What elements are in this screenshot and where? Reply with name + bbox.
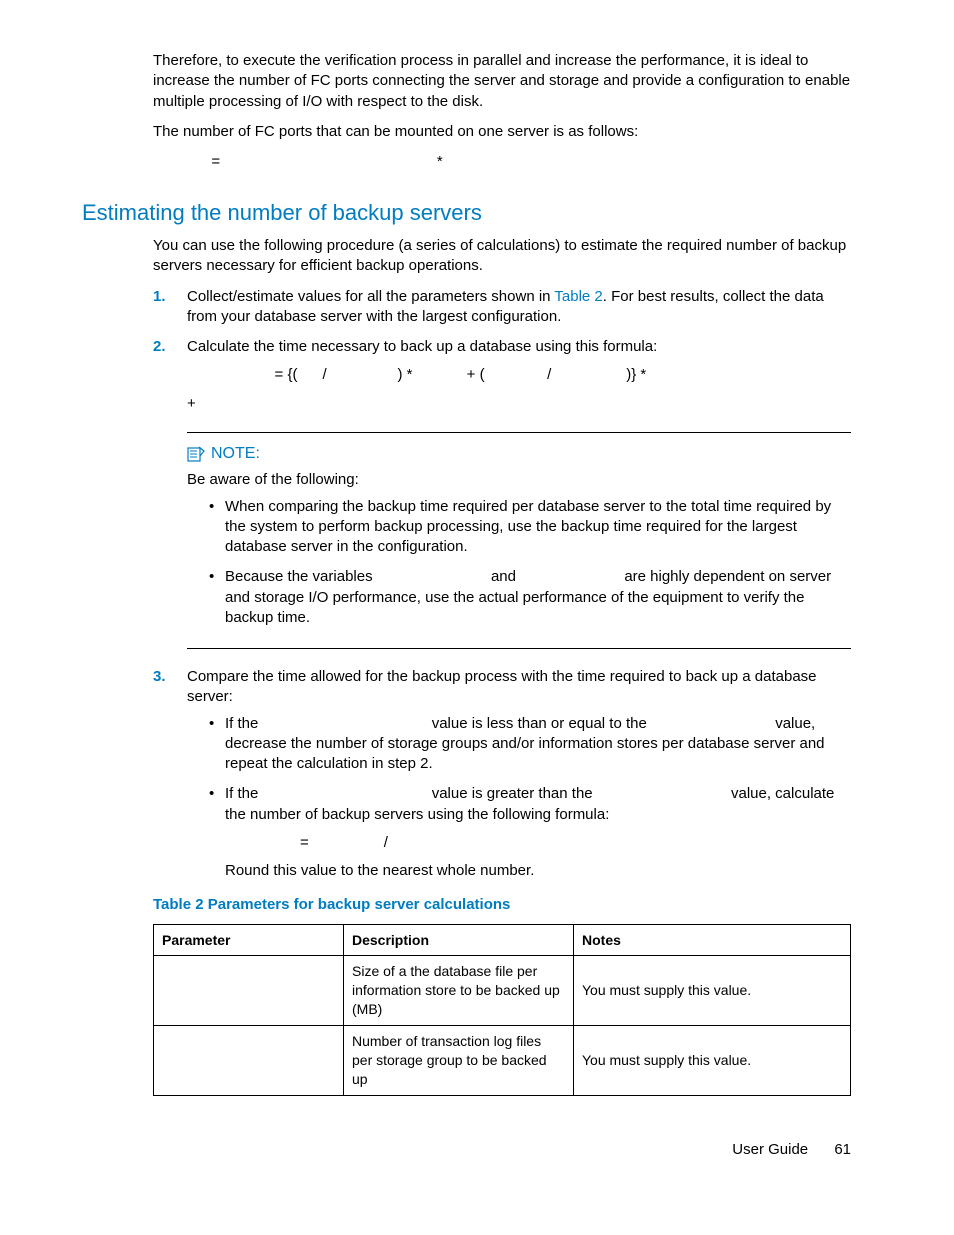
intro-paragraph-2: The number of FC ports that can be mount… [153, 122, 851, 142]
section-heading: Estimating the number of backup servers [82, 198, 482, 228]
step-2-text: Calculate the time necessary to back up … [187, 338, 657, 355]
cell-description: Number of transaction log files per stor… [344, 1026, 574, 1096]
note-bullet-2a: Because the variables [225, 568, 377, 585]
col-description: Description [344, 924, 574, 956]
step-1-text: Collect/estimate values for all the para… [187, 288, 824, 325]
step-3-bullets: If the value is less than or equal to th… [209, 714, 851, 882]
cell-notes: You must supply this value. [574, 956, 851, 1026]
note-heading: NOTE: [187, 443, 851, 465]
cell-parameter [154, 956, 344, 1026]
s3b2-b: value is greater than the [432, 785, 597, 802]
note-bullet-2: Because the variables and are highly dep… [209, 567, 851, 628]
s3b1-a: If the [225, 715, 263, 732]
section-intro-paragraph: You can use the following procedure (a s… [153, 236, 851, 277]
note-bullets: When comparing the backup time required … [209, 497, 851, 629]
note-bullet-2b: and [491, 568, 520, 585]
note-lead: Be aware of the following: [187, 470, 851, 490]
note-box: NOTE: Be aware of the following: When co… [187, 432, 851, 649]
page-number: 61 [834, 1141, 851, 1158]
section-body: You can use the following procedure (a s… [153, 236, 851, 1096]
step-number: 3. [153, 667, 166, 687]
note-icon [187, 446, 205, 462]
table-row: Number of transaction log files per stor… [154, 1026, 851, 1096]
intro-block: Therefore, to execute the verification p… [153, 51, 851, 180]
table-2-link[interactable]: Table 2 [554, 288, 602, 305]
parameters-table: Parameter Description Notes Size of a th… [153, 924, 851, 1096]
table-row: Size of a the database file per informat… [154, 956, 851, 1026]
note-label: NOTE: [211, 443, 260, 465]
equation-num-servers: = / [225, 833, 851, 853]
step-1: 1. Collect/estimate values for all the p… [153, 287, 851, 328]
table-caption: Table 2 Parameters for backup server cal… [153, 895, 851, 915]
cell-description: Size of a the database file per informat… [344, 956, 574, 1026]
step-3-bullet-2: If the value is greater than the value, … [209, 784, 851, 881]
cell-notes: You must supply this value. [574, 1026, 851, 1096]
note-bullet-1: When comparing the backup time required … [209, 497, 851, 558]
equation-fc-ports: = * [153, 152, 851, 172]
col-parameter: Parameter [154, 924, 344, 956]
step-number: 1. [153, 287, 166, 307]
step-number: 2. [153, 337, 166, 357]
table-header-row: Parameter Description Notes [154, 924, 851, 956]
cell-parameter [154, 1026, 344, 1096]
equation-backup-time-line2: + [187, 394, 851, 414]
s3b2-a: If the [225, 785, 263, 802]
step-3-round: Round this value to the nearest whole nu… [225, 861, 851, 881]
step-3-bullet-1: If the value is less than or equal to th… [209, 714, 851, 775]
step-2: 2. Calculate the time necessary to back … [153, 337, 851, 649]
ordered-steps: 1. Collect/estimate values for all the p… [153, 287, 851, 882]
footer-label: User Guide [732, 1141, 808, 1158]
equation-backup-time-line1: = {( / ) * + ( / )} * [187, 365, 851, 385]
intro-paragraph-1: Therefore, to execute the verification p… [153, 51, 851, 112]
step-3-text: Compare the time allowed for the backup … [187, 668, 817, 705]
step-3: 3. Compare the time allowed for the back… [153, 667, 851, 881]
s3b1-b: value is less than or equal to the [432, 715, 651, 732]
step-1-text-a: Collect/estimate values for all the para… [187, 288, 554, 305]
col-notes: Notes [574, 924, 851, 956]
page-footer: User Guide 61 [732, 1140, 851, 1160]
